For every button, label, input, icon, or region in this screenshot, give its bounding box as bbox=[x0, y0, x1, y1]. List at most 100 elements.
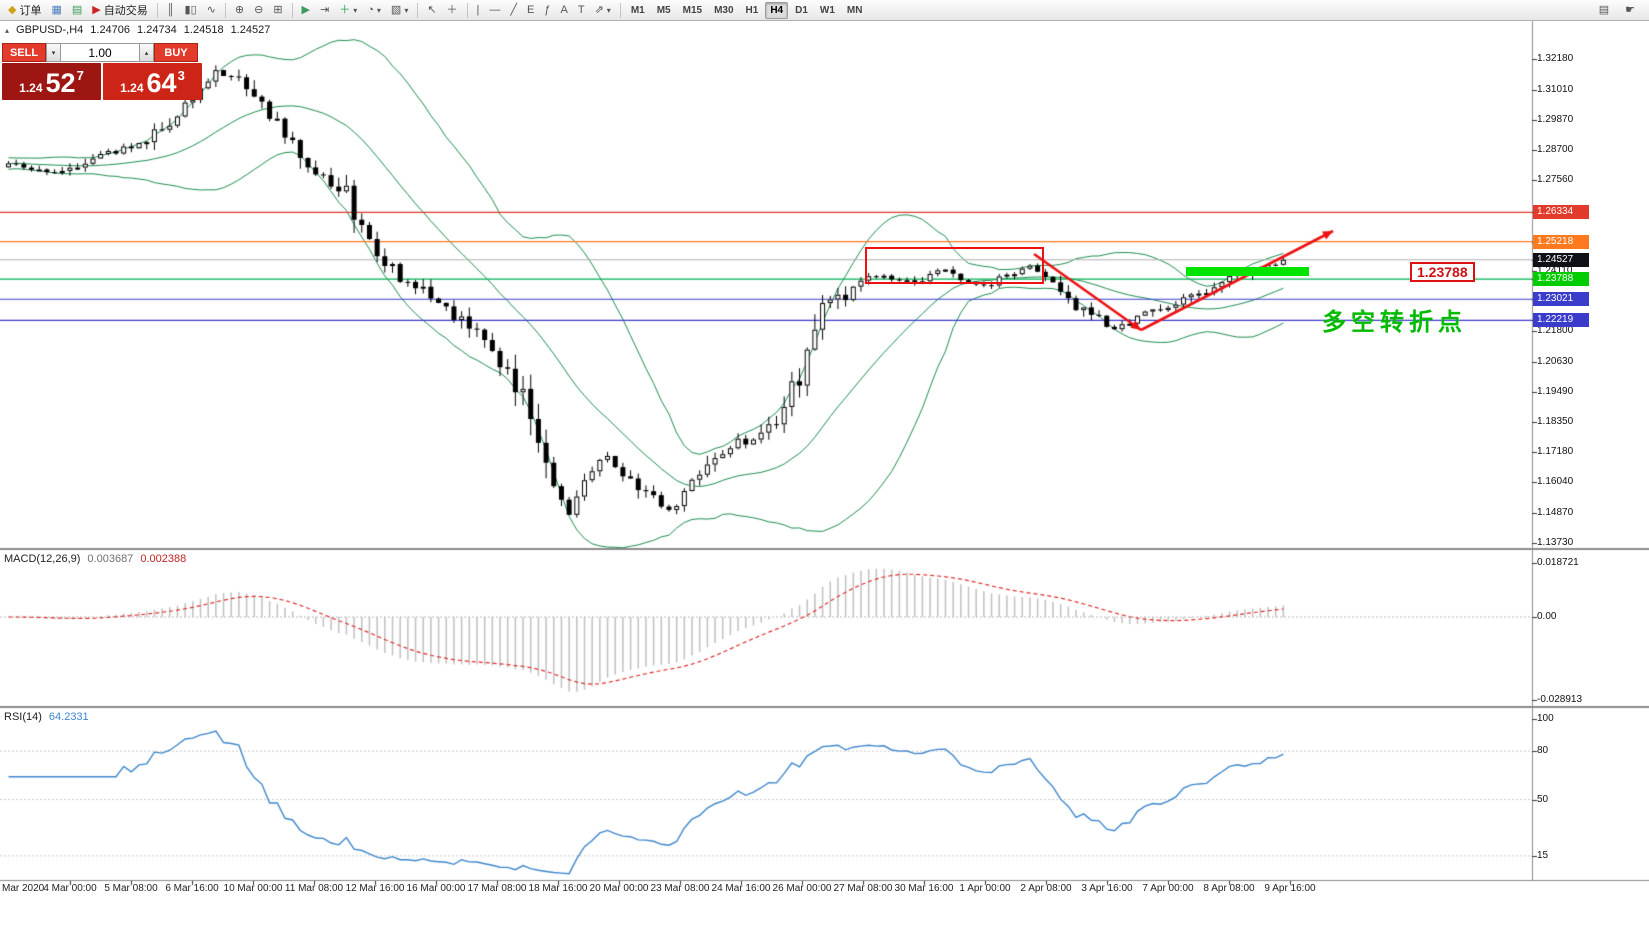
timeframe-m5-button[interactable]: M5 bbox=[656, 4, 671, 16]
macd-scale-tick[interactable]: 0.018721 bbox=[1537, 557, 1579, 568]
autotrading-button[interactable]: ▶ 自动交易 bbox=[88, 2, 151, 19]
zoom-out-button[interactable]: ⊖ bbox=[250, 2, 267, 19]
new-chart-button[interactable]: ＋ ▾ bbox=[335, 2, 361, 19]
time-axis-label[interactable]: 4 Mar 00:00 bbox=[43, 883, 97, 894]
time-axis-label[interactable]: 5 Mar 08:00 bbox=[104, 883, 158, 894]
horizontal-line-button[interactable]: — bbox=[485, 2, 504, 19]
time-axis-label[interactable]: 17 Mar 08:00 bbox=[467, 883, 527, 894]
timeframe-d1-button[interactable]: D1 bbox=[795, 4, 808, 16]
time-axis-label[interactable]: 1 Apr 00:00 bbox=[959, 883, 1011, 894]
time-axis-label[interactable]: 20 Mar 00:00 bbox=[589, 883, 649, 894]
chart-window-button[interactable]: ▦ bbox=[47, 2, 65, 19]
time-axis-label[interactable]: 7 Apr 00:00 bbox=[1142, 883, 1194, 894]
timeframe-h4-button[interactable]: H4 bbox=[765, 1, 789, 19]
time-axis-label[interactable]: 12 Mar 16:00 bbox=[345, 883, 405, 894]
equidistant-channel-button[interactable]: E bbox=[523, 2, 538, 19]
trendline-button[interactable]: ╱ bbox=[506, 2, 521, 19]
profiles-button[interactable]: ▤ bbox=[68, 2, 86, 19]
price-scale-tick[interactable]: 1.18350 bbox=[1537, 415, 1574, 427]
time-axis-label[interactable]: 23 Mar 08:00 bbox=[650, 883, 710, 894]
oct-toggle-icon[interactable]: ▴ bbox=[5, 25, 10, 35]
period-button[interactable]: ◔ ▾ bbox=[363, 2, 385, 19]
support-price-tag[interactable]: 1.23788 bbox=[1410, 262, 1475, 282]
template-button[interactable]: ▧ ▾ bbox=[387, 2, 412, 19]
price-scale-tick[interactable]: 1.31010 bbox=[1537, 83, 1574, 95]
time-axis-label[interactable]: 18 Mar 16:00 bbox=[528, 883, 588, 894]
zoom-in-button[interactable]: ⊕ bbox=[231, 2, 248, 19]
rsi-scale-tick[interactable]: 15 bbox=[1537, 849, 1549, 861]
price-scale-tick[interactable]: 1.14870 bbox=[1537, 507, 1574, 519]
time-axis-label[interactable]: 9 Apr 16:00 bbox=[1264, 883, 1316, 894]
data-window-button[interactable]: ▤ bbox=[1595, 2, 1613, 19]
time-axis-label[interactable]: 8 Apr 08:00 bbox=[1203, 883, 1255, 894]
time-axis-label[interactable]: 30 Mar 16:00 bbox=[894, 883, 954, 894]
rsi-scale-tick[interactable]: 50 bbox=[1537, 793, 1549, 805]
time-axis-label[interactable]: Mar 2020 bbox=[2, 883, 45, 894]
time-axis-label[interactable]: 24 Mar 16:00 bbox=[711, 883, 771, 894]
support-zone-highlight[interactable] bbox=[1186, 267, 1309, 276]
vertical-line-button[interactable]: | bbox=[473, 2, 484, 19]
time-axis-label[interactable]: 3 Apr 16:00 bbox=[1081, 883, 1133, 894]
macd-scale-tick[interactable]: 0.00 bbox=[1537, 611, 1557, 622]
time-axis-label[interactable]: 27 Mar 08:00 bbox=[833, 883, 893, 894]
zoom-out-icon: ⊖ bbox=[254, 3, 264, 16]
price-scale-tick[interactable]: 1.32180 bbox=[1537, 53, 1574, 64]
buy-price-box[interactable]: 1.24 64 3 bbox=[103, 63, 202, 100]
time-axis-label[interactable]: 11 Mar 08:00 bbox=[284, 883, 344, 894]
timeframe-m15-button[interactable]: M15 bbox=[682, 4, 703, 16]
price-scale-tick[interactable]: 1.24110 bbox=[1537, 264, 1573, 276]
timeframe-h1-button[interactable]: H1 bbox=[745, 4, 759, 16]
pointer-tool-button[interactable]: ☛ bbox=[1621, 2, 1639, 19]
horizontal-line-icon: — bbox=[489, 3, 501, 16]
chart-shift-button[interactable]: ⇥ bbox=[316, 2, 333, 19]
auto-scroll-button[interactable]: ▶ bbox=[298, 2, 314, 19]
buy-button[interactable]: BUY bbox=[154, 43, 198, 62]
price-scale-tick[interactable]: 1.13730 bbox=[1537, 536, 1574, 548]
macd-scale-tick[interactable]: -0.028913 bbox=[1537, 694, 1583, 706]
volume-input[interactable] bbox=[61, 43, 139, 62]
tile-windows-button[interactable]: ⊞ bbox=[269, 2, 286, 19]
sell-button[interactable]: SELL bbox=[2, 43, 46, 62]
rsi-scale-tick[interactable]: 100 bbox=[1537, 713, 1554, 724]
price-scale-tick[interactable]: 1.17180 bbox=[1537, 446, 1574, 458]
timeframe-m1-button[interactable]: M1 bbox=[630, 4, 645, 16]
template-icon: ▧ bbox=[390, 3, 402, 16]
time-axis-label[interactable]: 6 Mar 16:00 bbox=[165, 883, 219, 894]
rsi-scale-tick[interactable]: 80 bbox=[1537, 745, 1549, 757]
consolidation-rectangle[interactable] bbox=[865, 247, 1044, 284]
volume-decrease-button[interactable]: ▾ bbox=[46, 43, 61, 62]
text-button[interactable]: A bbox=[557, 2, 572, 19]
price-scale-tick[interactable]: 1.29870 bbox=[1537, 113, 1574, 125]
time-axis-label[interactable]: 2 Apr 08:00 bbox=[1020, 883, 1072, 894]
price-scale-tick[interactable]: 1.16040 bbox=[1537, 476, 1574, 488]
price-scale-tick[interactable]: 1.28700 bbox=[1537, 144, 1574, 156]
price-scale-tick[interactable]: 1.27560 bbox=[1537, 174, 1574, 186]
volume-increase-button[interactable]: ▴ bbox=[139, 43, 154, 62]
cursor-icon: ↖ bbox=[427, 3, 437, 16]
crosshair-button[interactable]: ＋ bbox=[443, 2, 462, 19]
text-label-button[interactable]: T bbox=[574, 2, 589, 19]
turning-point-label[interactable]: 多空转折点 bbox=[1322, 309, 1467, 336]
price-scale-tick[interactable]: 1.21800 bbox=[1537, 325, 1574, 337]
new-order-button[interactable]: ◆ 订单 bbox=[4, 2, 45, 19]
price-scale-tick[interactable]: 1.20630 bbox=[1537, 355, 1574, 367]
time-axis-label[interactable]: 16 Mar 00:00 bbox=[406, 883, 466, 894]
ohlc-bars-icon: ║ bbox=[166, 3, 175, 16]
timeframe-m30-button[interactable]: M30 bbox=[714, 4, 734, 16]
toolbar-separator bbox=[466, 2, 468, 18]
bar-chart-button[interactable]: ║ bbox=[163, 2, 179, 19]
price-scale-tick[interactable]: 1.19490 bbox=[1537, 385, 1574, 397]
cursor-button[interactable]: ↖ bbox=[423, 2, 440, 19]
time-axis-label[interactable]: 26 Mar 00:00 bbox=[772, 883, 832, 894]
line-chart-button[interactable]: ∿ bbox=[203, 2, 220, 19]
timeframe-mn-button[interactable]: MN bbox=[846, 4, 863, 16]
candlestick-chart-button[interactable]: ▮▯ bbox=[181, 2, 201, 19]
timeframe-w1-button[interactable]: W1 bbox=[819, 4, 835, 16]
time-axis-label[interactable]: 10 Mar 00:00 bbox=[223, 883, 283, 894]
document-icon: ▤ bbox=[1598, 3, 1610, 16]
fibonacci-button[interactable]: ƒ bbox=[540, 2, 554, 19]
arrows-button[interactable]: ⇗ ▾ bbox=[591, 2, 615, 19]
sell-price-box[interactable]: 1.24 52 7 bbox=[2, 63, 101, 100]
